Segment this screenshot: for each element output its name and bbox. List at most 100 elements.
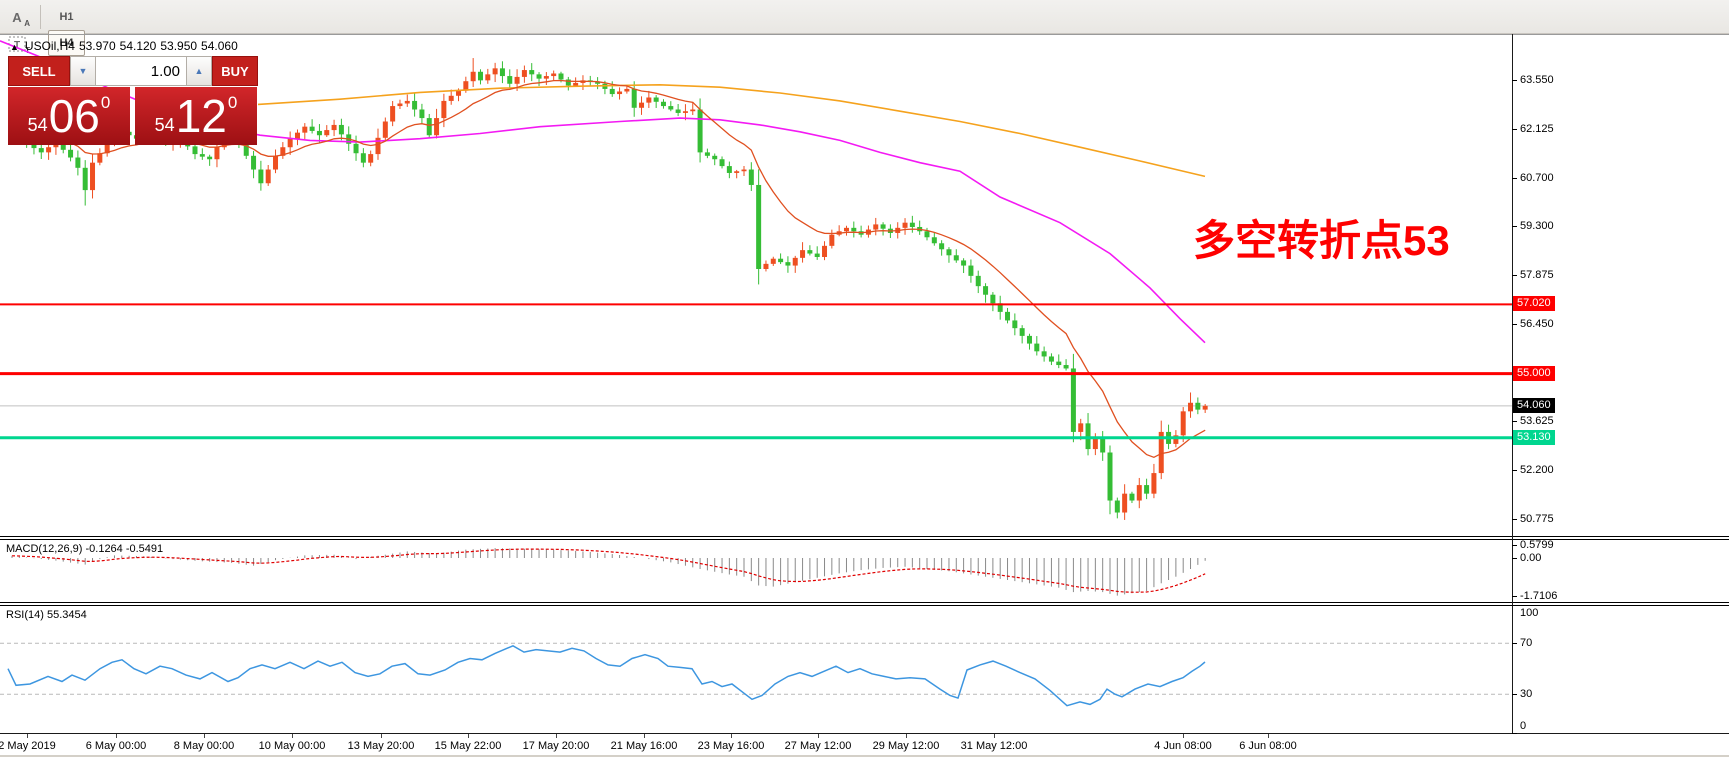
price-tiles: 54 06 0 54 12 0 — [8, 87, 258, 145]
ma-fast-red — [11, 79, 1206, 459]
price-badge-54.060: 54.060 — [1513, 397, 1555, 413]
price-tick-label: 59.300 — [1520, 220, 1554, 233]
volume-input[interactable] — [96, 56, 186, 86]
sell-button[interactable]: SELL — [8, 56, 70, 86]
fibonacci-retracement-tool-icon[interactable]: F — [1, 0, 33, 3]
chart-frame-bottom — [0, 733, 1729, 734]
price-tick-label: 53.625 — [1520, 414, 1554, 427]
timeframe-h4[interactable]: H4 — [48, 29, 85, 56]
macd-tick-label: -1.7106 — [1520, 589, 1558, 602]
rsi-pane[interactable] — [0, 606, 1512, 733]
tool-letter: T — [25, 46, 30, 55]
macd-name: MACD(12,26,9) — [6, 543, 83, 555]
price-tick-label: 52.200 — [1520, 463, 1554, 476]
price-tick-dash — [1512, 80, 1517, 82]
rsi-line — [7, 644, 1206, 707]
price-tick-label: 56.450 — [1520, 317, 1554, 330]
date-tick — [556, 734, 557, 738]
symbol-period: USOil,H4 — [24, 39, 75, 53]
date-tick — [731, 734, 732, 738]
macd-indicator-label: MACD(12,26,9) -0.1264 -0.5491 — [6, 543, 163, 555]
macd-tick-label: 0.00 — [1520, 552, 1542, 564]
tool-letter: A — [24, 19, 30, 28]
rsi-tick-dash — [1512, 605, 1517, 606]
date-label: 23 May 16:00 — [697, 740, 765, 752]
volume-increase-button[interactable]: ▲ — [186, 56, 212, 86]
pane-separator[interactable] — [0, 602, 1729, 606]
chart-frame-top — [0, 34, 1729, 35]
top-toolbar: EFAATT M1M5M15M30H1H4D1W1MN — [0, 0, 1729, 127]
date-label: 17 May 20:00 — [522, 740, 590, 752]
date-label: 6 Jun 08:00 — [1239, 740, 1297, 752]
quote-close: 54.060 — [201, 39, 238, 53]
buy-price-big: 12 — [175, 90, 227, 142]
quote-line: ▲ USOil,H4 53.970 54.120 53.950 54.060 — [10, 39, 242, 53]
sell-price-sup: 0 — [100, 93, 111, 112]
buy-button[interactable]: BUY — [212, 56, 258, 86]
chevron-down-icon: ▼ — [78, 66, 88, 76]
date-label: 8 May 00:00 — [173, 740, 235, 752]
price-tick-label: 62.125 — [1520, 123, 1554, 136]
svg-text:A: A — [12, 10, 22, 25]
buy-price-tile[interactable]: 54 12 0 — [135, 87, 257, 145]
price-tick-dash — [1512, 275, 1517, 276]
sell-price-tile[interactable]: 54 06 0 — [8, 87, 130, 145]
text-box-tool-glyph: T — [8, 36, 26, 51]
macd-tick-dash — [1512, 595, 1517, 597]
text-label-tool-glyph: A — [12, 10, 22, 25]
chevron-up-icon: ▲ — [194, 66, 204, 76]
macd-tick-label: 0.5799 — [1520, 539, 1554, 552]
date-tick — [994, 734, 995, 738]
buy-price-small: 54 — [154, 115, 175, 135]
date-tick — [644, 734, 645, 738]
macd-pane[interactable] — [0, 540, 1512, 602]
price-tick-label: 50.775 — [1520, 512, 1554, 525]
date-label: 27 May 12:00 — [784, 740, 852, 752]
date-label: 4 Jun 08:00 — [1154, 740, 1212, 752]
date-tick — [292, 734, 293, 738]
price-badge-57.020: 57.020 — [1513, 296, 1555, 312]
price-axis-border — [1512, 34, 1513, 733]
macd-signal-line — [11, 548, 1206, 593]
rsi-tick-label: 30 — [1520, 688, 1533, 701]
date-label: 6 May 00:00 — [85, 740, 147, 752]
price-tick-dash — [1512, 129, 1517, 131]
macd-histogram — [11, 548, 1206, 596]
rsi-tick-label: 100 — [1520, 607, 1539, 619]
price-tick-dash — [1512, 226, 1517, 228]
sell-price-small: 54 — [27, 115, 48, 135]
buy-price-sup: 0 — [227, 93, 238, 112]
candles-layer — [9, 58, 1208, 520]
date-tick — [818, 734, 819, 738]
price-tick-dash — [1512, 469, 1517, 471]
price-tick-dash — [1512, 323, 1517, 325]
date-tick — [906, 734, 907, 738]
macd-tick-dash — [1512, 558, 1517, 559]
date-label: 15 May 22:00 — [434, 740, 502, 752]
date-label: 10 May 00:00 — [258, 740, 326, 752]
timeframe-m30[interactable]: M30 — [48, 0, 85, 4]
price-tick-label: 57.875 — [1520, 269, 1554, 281]
volume-decrease-button[interactable]: ▼ — [70, 56, 96, 86]
price-tick-label: 60.700 — [1520, 172, 1554, 185]
timeframe-h1[interactable]: H1 — [59, 10, 74, 23]
quote-high: 54.120 — [119, 39, 157, 53]
date-tick — [116, 734, 117, 738]
date-tick — [27, 734, 28, 738]
date-tick — [1268, 734, 1269, 738]
date-label: 29 May 12:00 — [872, 740, 940, 752]
price-tick-dash — [1512, 518, 1517, 520]
date-label: 2 May 2019 — [0, 740, 56, 752]
one-click-trading-panel: SELL ▼ ▲ BUY 54 06 0 54 12 0 — [8, 56, 258, 145]
date-tick — [468, 734, 469, 738]
date-tick — [1183, 734, 1184, 738]
rsi-indicator-label: RSI(14) 55.3454 — [6, 609, 87, 621]
date-tick — [204, 734, 205, 738]
quote-low: 53.950 — [160, 39, 198, 53]
quote-open: 53.970 — [78, 39, 116, 53]
collapse-panel-icon[interactable]: ▲ — [10, 42, 19, 52]
pane-separator[interactable] — [0, 536, 1729, 540]
